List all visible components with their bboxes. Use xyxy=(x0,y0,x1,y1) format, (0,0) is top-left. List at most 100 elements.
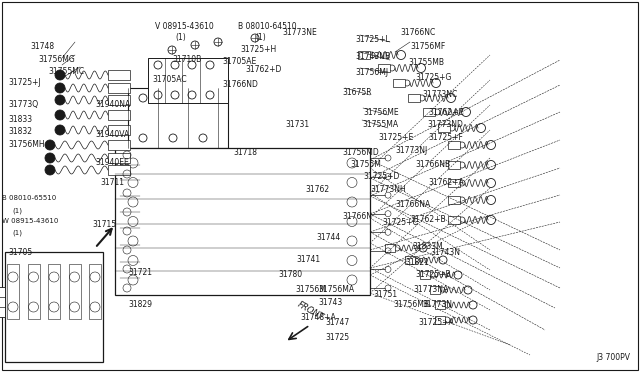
Bar xyxy=(108,110,130,120)
Text: 31773Q: 31773Q xyxy=(8,100,38,109)
Text: 31744: 31744 xyxy=(316,233,340,242)
Bar xyxy=(385,244,395,252)
Bar xyxy=(438,124,450,132)
Text: (1): (1) xyxy=(255,33,266,42)
Bar xyxy=(5,252,103,362)
Bar xyxy=(108,153,130,163)
Text: 31773NJ: 31773NJ xyxy=(395,146,428,155)
Bar xyxy=(448,141,460,149)
Text: 31773NC: 31773NC xyxy=(422,90,457,99)
Text: (1): (1) xyxy=(12,207,22,214)
Text: 31725+L: 31725+L xyxy=(355,35,390,44)
Text: J3 700PV: J3 700PV xyxy=(596,353,630,362)
Text: 31766NA: 31766NA xyxy=(395,200,430,209)
Text: 31940EE: 31940EE xyxy=(95,158,129,167)
Text: 31725+C: 31725+C xyxy=(382,218,418,227)
Text: 31762+D: 31762+D xyxy=(245,65,282,74)
Text: 31751: 31751 xyxy=(373,290,397,299)
Text: 31743N: 31743N xyxy=(430,248,460,257)
Text: 31725+H: 31725+H xyxy=(240,45,276,54)
Text: V 08915-43610: V 08915-43610 xyxy=(155,22,214,31)
Circle shape xyxy=(45,165,55,175)
Text: 31756MA: 31756MA xyxy=(318,285,354,294)
Text: 31755MA: 31755MA xyxy=(362,120,398,129)
Text: 31940NA: 31940NA xyxy=(95,100,131,109)
Text: 31756MH: 31756MH xyxy=(8,140,45,149)
Text: 31773ND: 31773ND xyxy=(427,120,463,129)
Text: 31705: 31705 xyxy=(8,248,32,257)
Text: 31710B: 31710B xyxy=(172,55,201,64)
Text: W 08915-43610: W 08915-43610 xyxy=(2,218,58,224)
Text: 31756ME: 31756ME xyxy=(363,108,399,117)
Text: 31748: 31748 xyxy=(30,42,54,51)
Text: (1): (1) xyxy=(12,230,22,237)
Bar xyxy=(128,88,228,148)
Text: 31756MD: 31756MD xyxy=(342,148,379,157)
Text: 31755M: 31755M xyxy=(350,160,381,169)
Text: 31829: 31829 xyxy=(128,300,152,309)
Text: 31731: 31731 xyxy=(285,120,309,129)
Text: 31721: 31721 xyxy=(128,268,152,277)
Text: 31755MC: 31755MC xyxy=(48,67,84,76)
Bar xyxy=(358,51,370,59)
Text: 31725+F: 31725+F xyxy=(428,133,463,142)
Bar xyxy=(435,316,445,324)
Bar xyxy=(448,179,460,187)
Text: 31715: 31715 xyxy=(92,220,116,229)
Text: 31940VA: 31940VA xyxy=(95,130,129,139)
Bar xyxy=(108,140,130,150)
Bar xyxy=(448,196,460,204)
Bar xyxy=(420,271,430,279)
Text: 31766NC: 31766NC xyxy=(400,28,435,37)
Text: 31756M: 31756M xyxy=(295,285,326,294)
Text: 31780: 31780 xyxy=(278,270,302,279)
Bar xyxy=(108,165,130,175)
Text: (1): (1) xyxy=(175,33,186,42)
Bar xyxy=(115,148,370,295)
Bar xyxy=(423,108,435,116)
Circle shape xyxy=(55,110,65,120)
Circle shape xyxy=(55,83,65,93)
Text: 31766ND: 31766ND xyxy=(222,80,258,89)
Bar xyxy=(108,95,130,105)
Text: 31766NB: 31766NB xyxy=(415,160,450,169)
Bar xyxy=(108,125,130,135)
Circle shape xyxy=(45,153,55,163)
Bar xyxy=(0,287,5,317)
Text: 31741: 31741 xyxy=(296,255,320,264)
Bar xyxy=(430,286,440,294)
Bar xyxy=(378,64,390,72)
Text: 31705AE: 31705AE xyxy=(222,57,256,66)
Text: 31725+A: 31725+A xyxy=(418,318,454,327)
Text: 31743NB: 31743NB xyxy=(355,52,390,61)
Text: 31705AC: 31705AC xyxy=(152,75,187,84)
Text: 31725+G: 31725+G xyxy=(415,73,451,82)
Text: 31756MG: 31756MG xyxy=(38,55,75,64)
Text: 31821: 31821 xyxy=(405,258,429,267)
Text: 31725: 31725 xyxy=(325,333,349,342)
Text: 31756MB: 31756MB xyxy=(393,300,429,309)
Circle shape xyxy=(55,95,65,105)
Text: 31711: 31711 xyxy=(100,178,124,187)
Text: 31766N: 31766N xyxy=(342,212,372,221)
Text: 31832: 31832 xyxy=(8,127,32,136)
Text: 31773N: 31773N xyxy=(422,300,452,309)
Bar xyxy=(393,79,405,87)
Text: 31725+E: 31725+E xyxy=(378,133,413,142)
Text: 31773NH: 31773NH xyxy=(370,185,406,194)
Text: 31743: 31743 xyxy=(318,298,342,307)
Text: 31718: 31718 xyxy=(233,148,257,157)
Text: 31755MB: 31755MB xyxy=(408,58,444,67)
Bar xyxy=(435,301,445,309)
Text: 31748+A: 31748+A xyxy=(300,313,336,322)
Text: 31756MF: 31756MF xyxy=(410,42,445,51)
Text: 31762+C: 31762+C xyxy=(428,108,464,117)
Text: 31725+D: 31725+D xyxy=(363,172,399,181)
Text: 31833: 31833 xyxy=(8,115,32,124)
Text: B 08010-65510: B 08010-65510 xyxy=(2,195,56,201)
Bar xyxy=(89,264,101,319)
Text: 31762+B: 31762+B xyxy=(410,215,445,224)
Text: 31725+J: 31725+J xyxy=(8,78,41,87)
Text: B 08010-64510: B 08010-64510 xyxy=(238,22,296,31)
Circle shape xyxy=(55,70,65,80)
